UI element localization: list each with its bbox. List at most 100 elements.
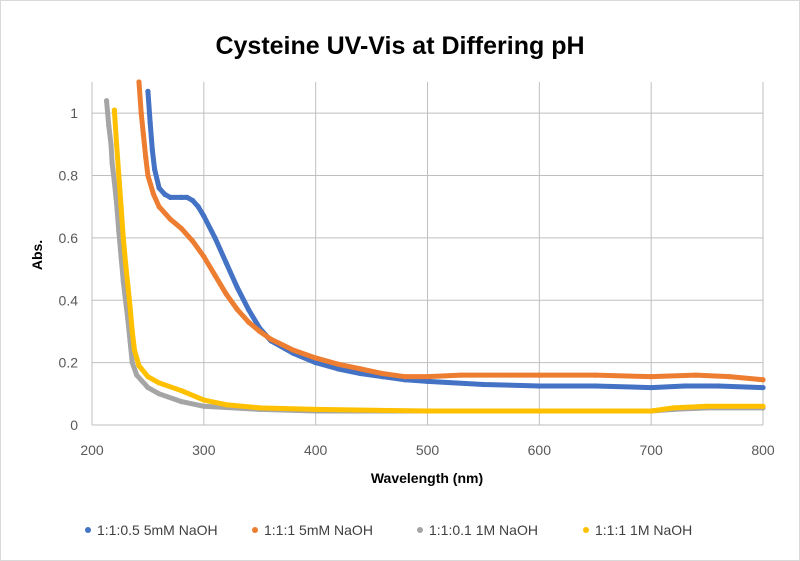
- data-point: [178, 399, 185, 405]
- x-tick-label: 600: [528, 442, 552, 458]
- y-tick-label: 0.4: [59, 292, 79, 308]
- data-point: [156, 204, 162, 210]
- data-point: [212, 235, 218, 241]
- data-point: [201, 254, 207, 260]
- data-point: [109, 160, 115, 166]
- data-point: [760, 403, 766, 409]
- data-point: [648, 408, 654, 414]
- data-point: [145, 172, 151, 179]
- data-point: [480, 381, 487, 388]
- data-point: [145, 384, 151, 391]
- data-point: [140, 132, 147, 138]
- data-point: [156, 380, 162, 386]
- data-point: [313, 406, 319, 413]
- data-point: [223, 402, 229, 408]
- data-point: [178, 194, 185, 200]
- data-point: [136, 363, 142, 369]
- data-point: [134, 372, 140, 378]
- data-point: [760, 384, 766, 391]
- data-point: [190, 238, 196, 244]
- data-point: [162, 191, 168, 197]
- x-tick-label: 500: [416, 442, 440, 458]
- data-point: [138, 110, 144, 116]
- data-point: [129, 360, 135, 366]
- data-point: [335, 361, 341, 367]
- data-point: [223, 260, 229, 266]
- data-point: [357, 366, 363, 372]
- data-point: [424, 374, 431, 380]
- data-point: [234, 307, 240, 313]
- data-point: [111, 179, 117, 185]
- y-axis-label: Abs.: [29, 240, 45, 270]
- data-point: [234, 285, 240, 291]
- data-point: [536, 408, 542, 414]
- data-point: [592, 383, 598, 389]
- legend-label: 1:1:1 1M NaOH: [595, 522, 692, 538]
- data-point: [129, 328, 135, 335]
- data-point: [149, 148, 155, 154]
- data-point: [592, 372, 598, 378]
- data-point: [424, 378, 431, 384]
- series-layer: [103, 79, 766, 414]
- data-point: [136, 79, 142, 85]
- data-point: [715, 383, 721, 389]
- tick-labels: 0 0.2 0.4 0.6 0.8 1 200 300 400 500 600 700 800: [59, 105, 775, 458]
- data-point: [145, 374, 151, 380]
- data-point: [114, 141, 120, 147]
- series-1: [145, 88, 766, 391]
- data-point: [536, 383, 542, 389]
- data-point: [648, 384, 654, 391]
- series-line: [145, 88, 766, 391]
- data-point: [156, 391, 162, 397]
- data-point: [116, 229, 122, 235]
- data-point: [150, 191, 157, 197]
- chart-title: Cysteine UV-Vis at Differing pH: [215, 32, 584, 60]
- legend-label: 1:1:0.1 1M NaOH: [429, 522, 538, 538]
- data-point: [184, 194, 190, 200]
- data-point: [257, 328, 263, 335]
- data-point: [120, 235, 126, 241]
- data-point: [143, 154, 149, 160]
- series-2: [136, 79, 766, 383]
- x-tick-label: 800: [751, 442, 775, 458]
- data-point: [178, 388, 185, 394]
- data-point: [201, 397, 207, 403]
- data-point: [212, 272, 218, 278]
- data-point: [268, 336, 274, 342]
- data-point: [120, 278, 126, 285]
- data-point: [167, 194, 173, 200]
- legend-marker: [85, 527, 91, 533]
- data-point: [704, 403, 710, 409]
- data-point: [313, 360, 319, 366]
- legend: 1:1:0.5 5mM NaOH 1:1:1 5mM NaOH 1:1:0.1 1M…: [85, 522, 692, 538]
- data-point: [670, 405, 677, 411]
- data-point: [122, 260, 129, 266]
- data-point: [458, 372, 464, 378]
- y-tick-label: 0.8: [59, 168, 79, 184]
- y-tick-label: 1: [70, 105, 78, 121]
- data-point: [147, 119, 153, 126]
- y-tick-label: 0.2: [59, 355, 79, 371]
- data-point: [245, 307, 252, 313]
- gridlines: [91, 82, 764, 426]
- data-point: [178, 225, 185, 232]
- data-point: [313, 355, 319, 361]
- legend-item: 1:1:1 5mM NaOH: [252, 522, 373, 538]
- data-point: [357, 370, 363, 377]
- data-point: [648, 374, 654, 380]
- x-tick-label: 200: [80, 442, 104, 458]
- data-point: [152, 166, 158, 172]
- x-axis-label: Wavelength (nm): [371, 470, 483, 486]
- y-tick-label: 0: [70, 417, 78, 433]
- legend-marker: [583, 527, 589, 533]
- data-point: [424, 408, 431, 414]
- data-point: [116, 172, 122, 179]
- legend-item: 1:1:0.5 5mM NaOH: [85, 522, 218, 538]
- legend-marker: [252, 527, 258, 533]
- legend-label: 1:1:1 5mM NaOH: [264, 522, 373, 538]
- data-point: [106, 123, 112, 129]
- data-point: [118, 204, 124, 210]
- data-point: [682, 383, 688, 389]
- data-point: [693, 372, 699, 378]
